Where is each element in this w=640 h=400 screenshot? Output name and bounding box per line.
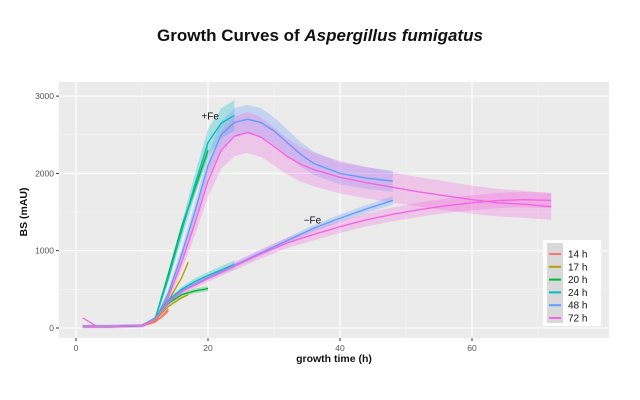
y-axis-label: BS (mAU) [18, 188, 30, 237]
x-axis-label: growth time (h) [296, 353, 372, 365]
confidence-band [82, 104, 393, 328]
x-tick-label: 0 [74, 343, 79, 353]
confidence-band [82, 192, 552, 328]
axes: 0 20 40 60 0 1000 2000 3000 [35, 91, 477, 353]
series-line [82, 198, 552, 328]
legend-label: 14 h [568, 250, 587, 261]
y-tick-label: 2000 [35, 168, 54, 178]
legend: 14 h17 h 20 h 24 h 48 h 72 h [543, 240, 601, 326]
series-line [82, 317, 97, 327]
x-tick-label: 20 [203, 343, 213, 353]
legend-label: 48 h [568, 301, 587, 312]
annotation: +Fe [201, 111, 219, 122]
y-tick-label: 3000 [35, 91, 54, 101]
chart-title: Growth Curves of Aspergillus fumigatus [0, 26, 640, 46]
x-tick-label: 60 [467, 343, 477, 353]
y-tick-label: 1000 [35, 246, 54, 256]
legend-label: 72 h [568, 314, 587, 325]
legend-label: 24 h [568, 288, 587, 299]
annotations: +Fe −Fe [201, 111, 321, 226]
y-tick-label: 0 [49, 323, 54, 333]
plot-panel [59, 82, 609, 338]
confidence-band [82, 112, 552, 329]
confidence-band [82, 100, 235, 328]
legend-label: 17 h [568, 262, 587, 273]
series-lines [82, 114, 552, 328]
title-species: Aspergillus fumigatus [304, 26, 483, 45]
gridlines [59, 82, 609, 338]
confidence-band [82, 196, 393, 327]
annotation: −Fe [304, 216, 322, 227]
title-plain: Growth Curves of [157, 26, 305, 45]
x-tick-label: 40 [335, 343, 345, 353]
legend-label: 20 h [568, 275, 587, 286]
